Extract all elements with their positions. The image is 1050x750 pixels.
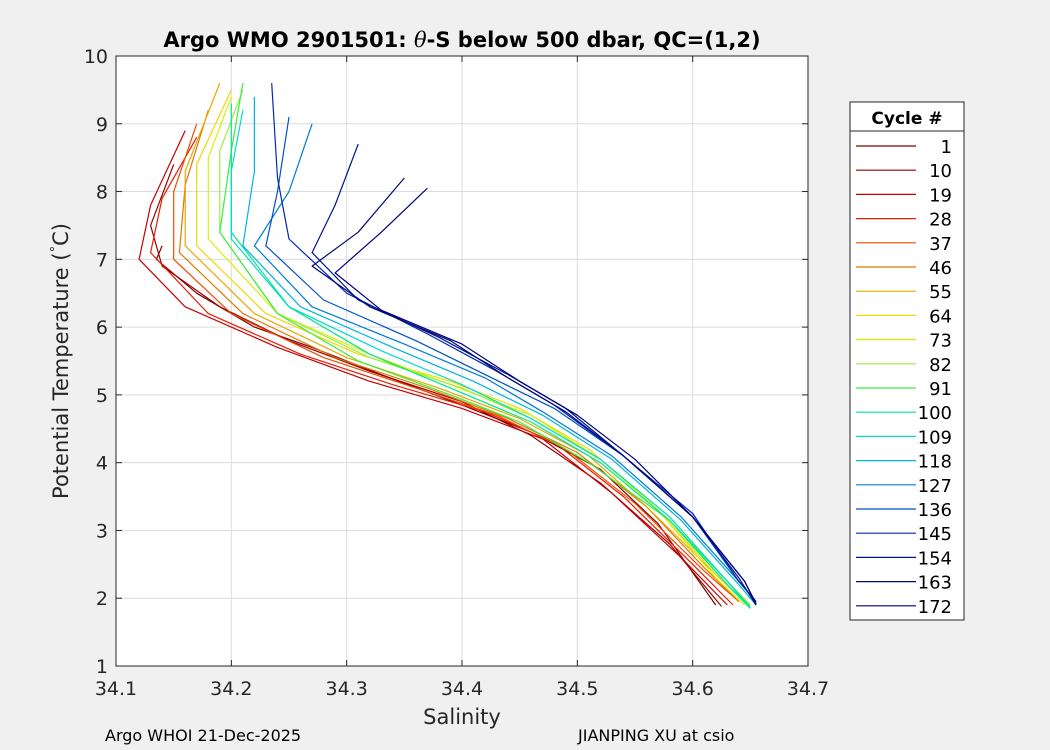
- x-tick-label: 34.1: [95, 678, 137, 700]
- y-tick-label: 6: [96, 317, 108, 339]
- y-tick-label: 10: [84, 46, 108, 68]
- profile-line-cycle-64: [196, 89, 746, 603]
- legend-label-145: 145: [918, 524, 952, 545]
- profile-line-cycle-154: [311, 143, 757, 606]
- y-tick-label: 5: [96, 385, 108, 407]
- x-axis-ticks: 34.1 34.2 34.3 34.4 34.5 34.6 34.7: [95, 56, 829, 700]
- y-tick-label: 8: [96, 182, 108, 204]
- legend-title: Cycle #: [871, 109, 942, 129]
- y-tick-label: 9: [96, 114, 108, 136]
- y-tick-label: 3: [96, 520, 108, 542]
- legend-label-163: 163: [918, 573, 952, 594]
- legend-label-19: 19: [929, 185, 952, 206]
- profile-line-cycle-109: [230, 110, 751, 609]
- footer-credit-right: JIANPING XU at csio: [578, 726, 735, 745]
- legend-label-118: 118: [918, 452, 952, 473]
- legend-label-136: 136: [918, 500, 952, 521]
- legend-label-127: 127: [918, 476, 952, 497]
- legend-label-1: 1: [941, 137, 952, 158]
- x-axis-label: Salinity: [423, 705, 501, 729]
- legend-label-154: 154: [918, 548, 952, 569]
- y-axis-ticks: 1 2 3 4 5 6 7 8 9 10: [84, 46, 808, 678]
- legend-label-82: 82: [929, 355, 952, 376]
- legend-label-10: 10: [929, 161, 952, 182]
- y-tick-label: 2: [96, 588, 108, 610]
- profile-line-cycle-55: [184, 82, 746, 603]
- profile-line-cycle-28: [150, 137, 734, 606]
- profile-line-cycle-37: [173, 123, 740, 603]
- y-tick-label: 7: [96, 249, 108, 271]
- legend-label-172: 172: [918, 597, 952, 618]
- x-tick-label: 34.6: [672, 678, 714, 700]
- footer-credit-left: Argo WHOI 21-Dec-2025: [105, 726, 302, 745]
- x-tick-label: 34.7: [787, 678, 829, 700]
- profile-line-cycle-118: [242, 96, 757, 606]
- legend-label-100: 100: [918, 403, 952, 424]
- legend-label-46: 46: [929, 258, 952, 279]
- x-tick-label: 34.3: [326, 678, 368, 700]
- legend-label-37: 37: [929, 234, 952, 255]
- profile-line-cycle-172: [334, 187, 757, 604]
- profile-line-cycle-127: [253, 123, 757, 602]
- y-tick-label: 1: [96, 656, 108, 678]
- x-tick-label: 34.4: [441, 678, 483, 700]
- profile-line-cycle-136: [265, 116, 757, 602]
- profile-line-cycle-91: [219, 82, 751, 607]
- profile-lines: [138, 82, 757, 609]
- profile-line-cycle-46: [178, 110, 740, 603]
- legend: Cycle # 1 10 19 28 37 46 55 64 73 82 91 100 109 118 12…: [849, 101, 965, 621]
- legend-label-91: 91: [929, 379, 952, 400]
- legend-label-55: 55: [929, 282, 952, 303]
- legend-label-109: 109: [918, 427, 952, 448]
- legend-label-73: 73: [929, 331, 952, 352]
- chart-title: Argo WMO 2901501: θ-S below 500 dbar, QC…: [163, 28, 760, 52]
- x-tick-label: 34.5: [556, 678, 598, 700]
- y-tick-label: 4: [96, 453, 108, 475]
- legend-label-64: 64: [929, 306, 952, 327]
- y-axis-label: Potential Temperature (°C): [49, 223, 73, 499]
- x-tick-label: 34.2: [210, 678, 252, 700]
- profile-line-cycle-19: [138, 130, 728, 606]
- legend-label-28: 28: [929, 210, 952, 231]
